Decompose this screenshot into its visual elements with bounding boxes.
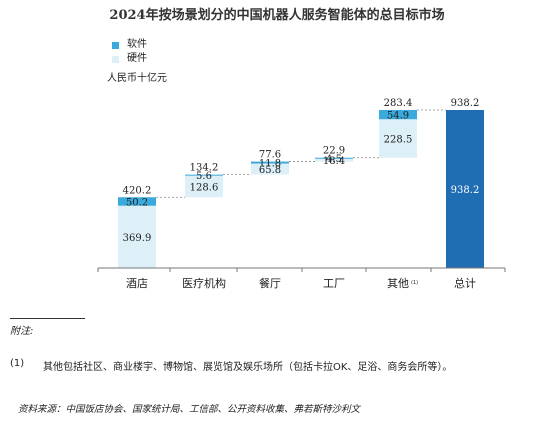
data-label-software: 50.2	[126, 197, 148, 208]
data-label-total: 134.2	[190, 163, 219, 174]
footnote-number: (1)	[10, 358, 25, 369]
x-tick-label: 其他	[387, 277, 409, 290]
bar-software	[251, 161, 289, 164]
data-label-software: 54.9	[387, 111, 409, 122]
bar-software	[379, 110, 417, 120]
data-label-software: 11.8	[259, 159, 281, 170]
unit-label: 人民币十亿元	[107, 73, 167, 84]
bar-hardware	[379, 119, 417, 158]
data-label-total: 77.6	[259, 150, 281, 161]
data-label-hardware: 18.4	[323, 156, 345, 167]
notes-divider	[10, 318, 85, 319]
legend-label-hardware: 硬件	[127, 53, 147, 64]
x-tick-label: 医疗机构	[182, 276, 226, 290]
chart-legend: 软件 硬件	[112, 38, 147, 66]
source-note: 资料来源：中国饭店协会、国家统计局、工信部、公开资料收集、弗若斯特沙利文	[18, 404, 361, 415]
bar-software	[315, 157, 353, 159]
bar-hardware	[315, 158, 353, 162]
x-tick-superscript: (1)	[411, 280, 418, 286]
legend-swatch-software	[112, 41, 119, 49]
data-label-hardware: 228.5	[384, 134, 413, 145]
data-label-hardware: 65.8	[259, 165, 281, 176]
data-label-total: 283.4	[384, 98, 413, 109]
footnote-text: 其他包括社区、商业楼宇、博物馆、展览馆及娱乐场所（包括卡拉OK、足浴、商务会所等…	[43, 362, 453, 373]
legend-swatch-hardware	[112, 55, 119, 63]
notes-label: 附注:	[10, 326, 34, 337]
legend-item-software: 软件	[112, 38, 147, 52]
data-label-software: 4.5	[326, 154, 342, 165]
data-label-total: 420.2	[123, 185, 152, 196]
legend-item-hardware: 硬件	[112, 52, 147, 66]
data-label-total: 938.2	[451, 98, 480, 109]
x-tick-label: 酒店	[126, 276, 148, 290]
data-label-hardware: 369.9	[123, 233, 152, 244]
bar-software	[118, 197, 156, 206]
bar-total	[446, 110, 484, 268]
data-label-total-inside: 938.2	[451, 185, 480, 196]
bar-hardware	[185, 175, 223, 198]
data-label-hardware: 128.6	[190, 182, 219, 193]
bar-hardware	[251, 163, 289, 175]
data-label-total: 22.9	[323, 146, 345, 157]
x-tick-label: 工厂	[323, 277, 345, 290]
chart-title: 2024年按场景划分的中国机器人服务智能体的总目标市场	[109, 8, 445, 23]
data-label-software: 5.6	[196, 171, 212, 182]
legend-label-software: 软件	[127, 39, 147, 50]
bar-software	[185, 174, 223, 176]
bar-hardware	[118, 205, 156, 268]
x-tick-label: 餐厅	[259, 276, 281, 290]
x-tick-label: 总计	[454, 276, 476, 290]
